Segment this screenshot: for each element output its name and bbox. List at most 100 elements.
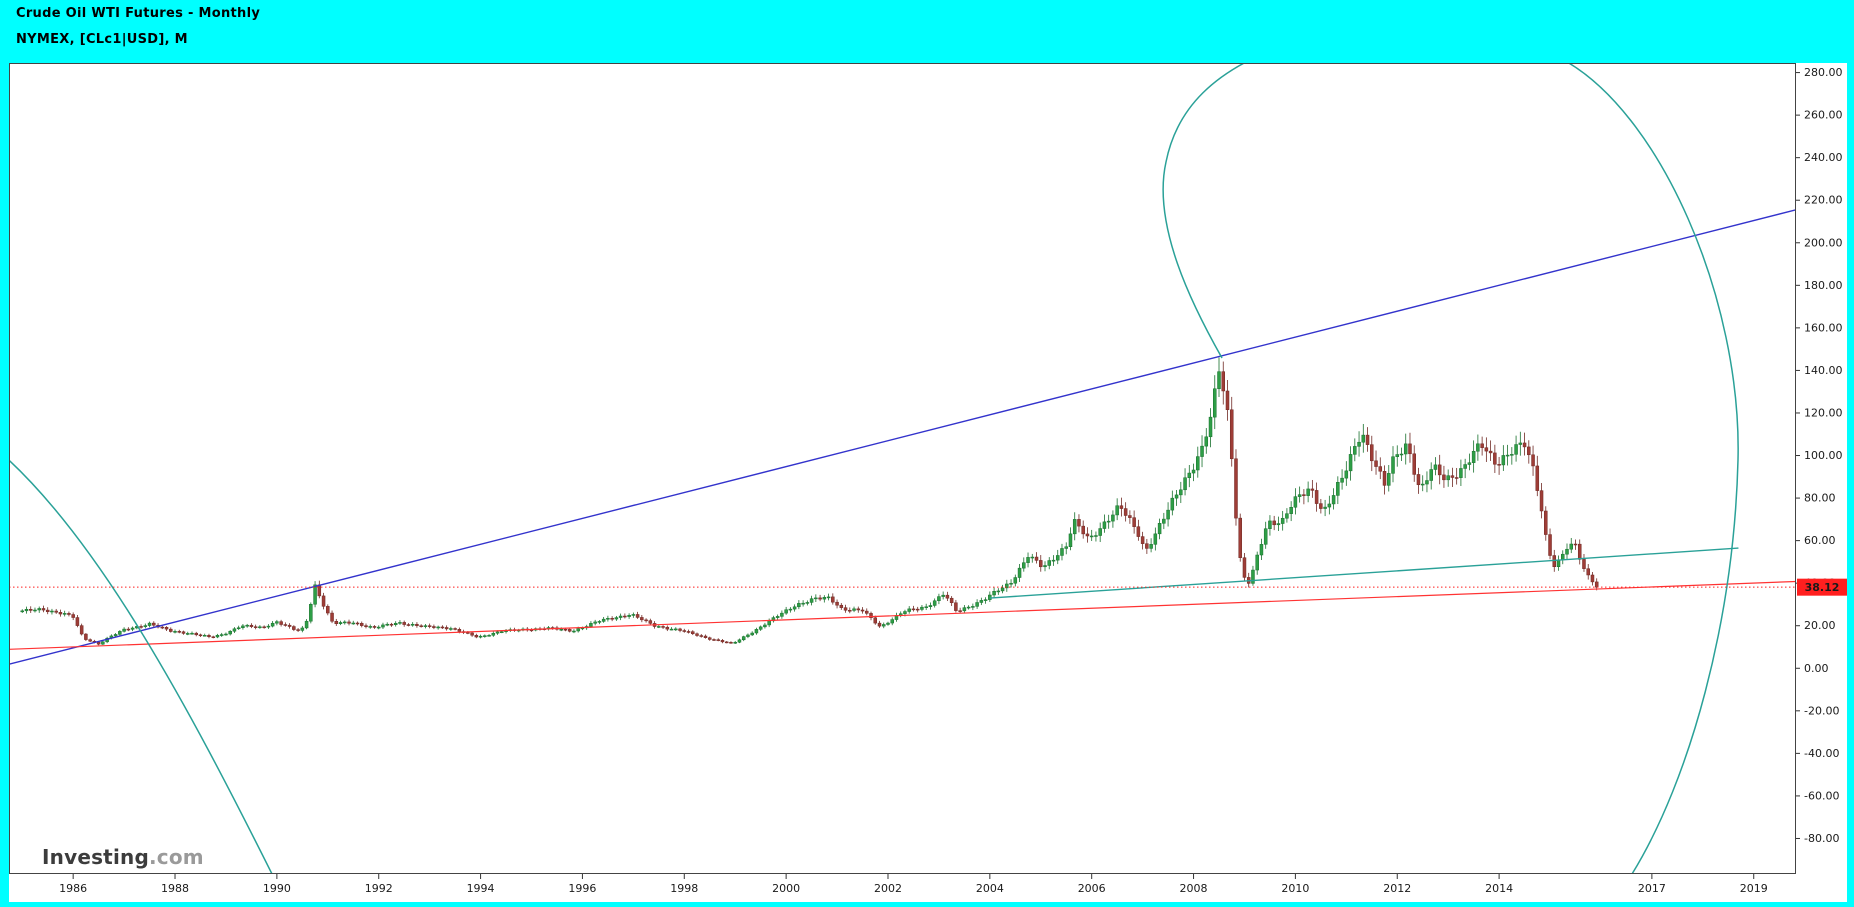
candle (20, 610, 24, 613)
candle (118, 631, 122, 635)
candle (1480, 443, 1484, 448)
candle (423, 625, 428, 627)
fib-spiral-arc[interactable] (0, 452, 273, 874)
candle (1089, 535, 1094, 538)
candle (1039, 560, 1043, 568)
candle (822, 597, 827, 600)
candle (699, 635, 704, 637)
candle (958, 610, 962, 612)
candle (126, 628, 131, 631)
candle (1370, 444, 1374, 462)
candle (487, 635, 491, 637)
candle (1136, 526, 1141, 537)
candle (1259, 544, 1264, 556)
candle (139, 626, 143, 628)
investing-watermark-link[interactable]: Investing.com (42, 845, 204, 869)
candle (62, 613, 67, 615)
x-axis-label: 2019 (1740, 882, 1768, 895)
y-axis[interactable]: 280.00 260.00 240.00 220.00 200.00 180.00 160.… (1796, 66, 1843, 845)
candle (1531, 454, 1535, 467)
candle (71, 614, 75, 618)
candle (928, 605, 933, 608)
trendlines-layer[interactable] (9, 209, 1796, 665)
x-axis: 1986 1988 1990 1992 1994 1996 1998 2000 2002 2004… (59, 874, 1768, 895)
x-axis-label: 2014 (1485, 882, 1513, 895)
candle (818, 597, 822, 600)
candle (122, 628, 126, 632)
candle (1255, 554, 1259, 571)
candle (1561, 553, 1565, 561)
candle (763, 624, 767, 628)
candle (262, 626, 266, 629)
candle (741, 636, 746, 641)
candle (419, 625, 423, 627)
candle (1535, 465, 1540, 491)
fib-spiral-arc[interactable] (1162, 24, 1739, 874)
candle (1221, 371, 1226, 392)
x-axis-label: 2002 (874, 882, 902, 895)
candle (1306, 488, 1310, 496)
candle (368, 626, 372, 628)
x-axis-label: 2017 (1638, 882, 1666, 895)
red-long-term-support[interactable] (9, 580, 1796, 650)
candle (202, 635, 207, 637)
candle (432, 626, 436, 628)
candle (767, 620, 771, 626)
candle (1119, 505, 1124, 509)
candle (983, 599, 988, 601)
candle (457, 628, 462, 632)
candle (330, 612, 334, 622)
candle (1102, 521, 1107, 529)
candle (601, 618, 606, 622)
candle (992, 591, 996, 596)
candle (623, 615, 627, 618)
candle (1314, 490, 1319, 504)
chart-subtitle: NYMEX, [CLc1|USD], M (16, 32, 188, 47)
candle (1145, 543, 1149, 549)
candle (1437, 464, 1442, 476)
candle (971, 606, 975, 608)
candle (440, 626, 445, 629)
x-axis-label: 1990 (263, 882, 291, 895)
x-axis-label: 1988 (161, 882, 189, 895)
candle (678, 628, 682, 631)
candle (474, 634, 479, 638)
chart-title: Crude Oil WTI Futures - Monthly (16, 6, 261, 21)
candle (737, 639, 742, 643)
x-axis-label: 2006 (1078, 882, 1106, 895)
candle (1505, 454, 1510, 457)
teal-support-2004[interactable] (989, 547, 1739, 599)
candle (665, 626, 670, 630)
y-axis-label: 0.00 (1804, 662, 1829, 675)
candle (37, 608, 41, 611)
candle (644, 619, 648, 622)
candle (1289, 507, 1293, 514)
candle (453, 628, 457, 630)
candle (618, 615, 623, 618)
candle (33, 609, 37, 612)
candle (746, 634, 750, 637)
candle (466, 632, 470, 634)
y-axis-label: -60.00 (1804, 789, 1839, 802)
x-axis-label: 1998 (670, 882, 698, 895)
candle (826, 596, 831, 599)
blue-long-term-resistance[interactable] (9, 209, 1796, 665)
candle (1229, 409, 1234, 460)
candle (729, 642, 733, 644)
candle (1017, 567, 1022, 578)
candle (860, 609, 865, 612)
candle (1055, 555, 1060, 561)
candle (589, 623, 593, 627)
brand-suffix: .com (148, 845, 204, 869)
candle (385, 623, 389, 626)
last-price-tag-box (1797, 578, 1847, 596)
candle (1140, 536, 1145, 544)
fibonacci-spiral-annotation[interactable] (0, 24, 1739, 874)
candle (1586, 568, 1590, 576)
y-axis-label: -40.00 (1804, 747, 1839, 760)
candle (695, 633, 699, 636)
plot-frame (9, 63, 1796, 874)
candle (1565, 548, 1569, 555)
candle (576, 628, 580, 632)
